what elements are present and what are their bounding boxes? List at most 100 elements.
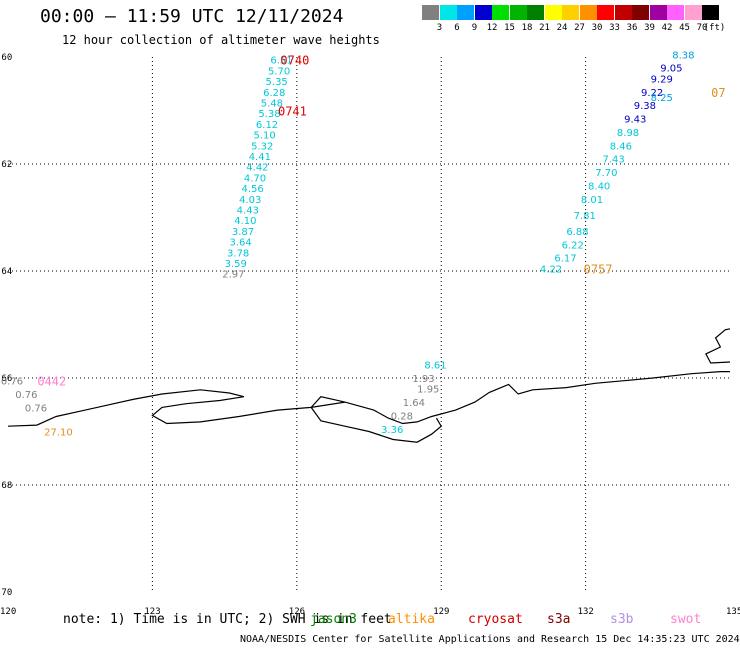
wave-height-label: 0.76	[25, 403, 47, 414]
pass-time-label: 0740	[280, 54, 309, 68]
wave-height-label: 6.51	[270, 56, 292, 67]
wave-height-label: 3.78	[227, 248, 249, 259]
lon-tick-label: 135	[726, 607, 740, 617]
colorbar-swatch	[667, 5, 684, 20]
satellite-altika: altika	[388, 612, 435, 627]
wave-height-label: 0.28	[391, 411, 413, 422]
colorbar-swatch	[614, 5, 632, 20]
colorbar-label: 33	[609, 23, 620, 33]
colorbar-swatch	[457, 5, 474, 20]
wave-height-label: 4.70	[244, 173, 266, 184]
wave-height-label: 1.64	[403, 398, 425, 409]
colorbar-swatch	[649, 5, 667, 20]
wave-height-label: 9.38	[634, 101, 656, 112]
colorbar-label: 36	[626, 23, 638, 33]
wave-height-label: 4.42	[246, 163, 268, 174]
colorbar-swatch	[527, 5, 544, 20]
satellite-swot: swot	[670, 612, 702, 627]
footnote: note: 1) Time is in UTC; 2) SWH is in fe…	[63, 612, 392, 627]
wave-height-label: 3.59	[225, 259, 247, 270]
wave-height-label: 8.25	[651, 93, 673, 104]
wave-height-label: 5.70	[268, 66, 290, 77]
coastline	[7, 371, 730, 427]
wave-height-label: 5.38	[258, 109, 280, 120]
map-title: 00:00 — 11:59 UTC 12/11/2024	[40, 6, 344, 27]
colorbar-swatch	[562, 5, 579, 20]
pass-time-label: 0757	[584, 262, 613, 276]
wave-height-label: 8.98	[617, 128, 639, 139]
colorbar-swatch	[492, 5, 509, 20]
wave-height-label: 8.01	[581, 195, 603, 206]
satellite-jason3: jason3	[310, 612, 357, 627]
wave-height-label: 3.64	[229, 238, 251, 249]
lat-tick-label: -62	[0, 160, 12, 170]
map-subtitle: 12 hour collection of altimeter wave hei…	[62, 33, 380, 47]
wave-height-label: 3.87	[232, 227, 254, 238]
wave-height-label: 7.81	[574, 211, 596, 222]
colorbar-label: 18	[521, 23, 533, 33]
wave-height-label: 4.22	[540, 264, 562, 275]
wave-height-label: 7.70	[595, 168, 617, 179]
lat-tick-label: -68	[0, 481, 12, 491]
satellite-s3b: s3b	[610, 612, 634, 627]
wave-height-label: 1.95	[417, 385, 439, 396]
wave-height-label: 5.35	[266, 77, 288, 88]
colorbar-swatch	[632, 5, 649, 20]
wave-height-label: 27.10	[44, 428, 73, 439]
colorbar-label: 3	[436, 23, 443, 33]
colorbar-label: 24	[556, 23, 568, 33]
colorbar-unit: (ft)	[703, 23, 726, 33]
colorbar-swatch	[702, 5, 719, 20]
coastline-east	[705, 328, 731, 364]
colorbar-swatch	[684, 5, 702, 20]
pass-time-label: 07	[711, 86, 725, 100]
lat-tick-label: -64	[0, 267, 12, 277]
lat-tick-label: -70	[0, 588, 12, 598]
colorbar-swatch	[544, 5, 562, 20]
wave-height-label: 2.97	[222, 270, 244, 281]
wave-height-label: 3.36	[381, 425, 403, 436]
colorbar-swatch	[422, 5, 439, 20]
wave-height-label: 4.43	[237, 205, 259, 216]
colorbar-label: 70	[696, 23, 708, 33]
lon-tick-label: 120	[0, 607, 16, 617]
lat-tick-label: -66	[0, 374, 12, 384]
wave-height-label: 6.88	[566, 227, 588, 238]
wave-height-label: 9.22	[641, 88, 663, 99]
colorbar-swatch	[579, 5, 597, 20]
wave-height-label: 9.29	[651, 74, 673, 85]
colorbar-label: 15	[504, 23, 515, 33]
colorbar-label: 27	[574, 23, 585, 33]
satellite-cryosat: cryosat	[468, 612, 523, 627]
wave-height-label: 8.38	[672, 50, 694, 61]
lon-tick-label: 126	[289, 607, 305, 617]
wave-height-label: 8.40	[588, 181, 610, 192]
colorbar-label: 21	[539, 23, 550, 33]
wave-height-label: 6.17	[554, 254, 576, 265]
wave-height-label: 4.03	[239, 195, 261, 206]
lon-tick-label: 123	[144, 607, 160, 617]
wave-height-label: 4.41	[249, 152, 271, 163]
colorbar-label: 30	[591, 23, 603, 33]
credit-line: NOAA/NESDIS Center for Satellite Applica…	[240, 634, 740, 645]
pass-time-label: 0442	[37, 375, 66, 389]
colorbar-label: 12	[486, 23, 498, 33]
colorbar-swatch	[597, 5, 614, 20]
lon-tick-label: 129	[433, 607, 449, 617]
wave-height-label: 6.12	[256, 120, 278, 131]
colorbar-label: 9	[471, 23, 478, 33]
colorbar-label: 45	[679, 23, 690, 33]
wave-height-label: 9.43	[624, 115, 646, 126]
wave-height-label: 5.32	[251, 141, 273, 152]
lat-tick-label: -60	[0, 53, 12, 63]
colorbar-label: 42	[661, 23, 673, 33]
lon-tick-label: 132	[578, 607, 594, 617]
wave-height-label: 4.10	[234, 216, 256, 227]
pass-time-label: 0741	[278, 105, 307, 119]
wave-height-label: 6.22	[562, 240, 584, 251]
wave-height-label: 8.46	[610, 141, 632, 152]
wave-height-label: 7.43	[602, 155, 624, 166]
colorbar-label: 39	[644, 23, 655, 33]
wave-height-label: 0.76	[15, 390, 37, 401]
